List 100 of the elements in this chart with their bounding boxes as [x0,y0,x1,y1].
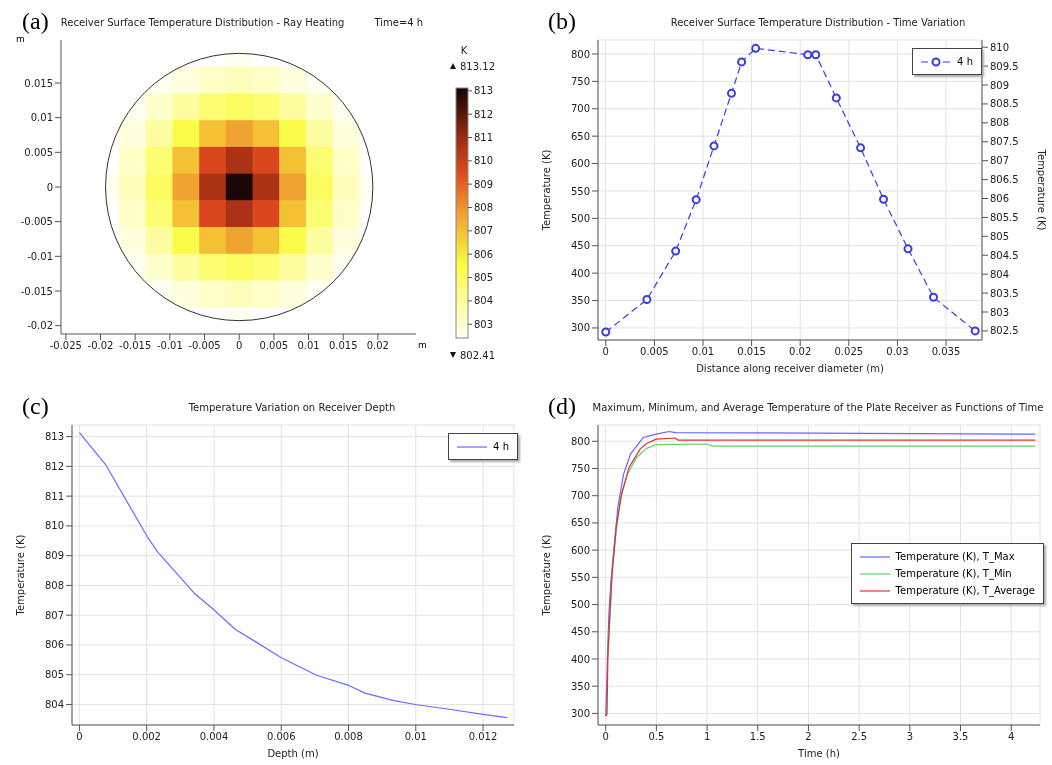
x-tick-label: 0.025 [834,346,864,358]
text: (c) [22,393,49,420]
x-axis-title: Distance along receiver diameter (m) [696,363,884,374]
y-tick-label: 600 [570,544,590,556]
y2-tick-label: 807.5 [990,136,1019,148]
color-bar-label: 811 [474,131,494,143]
y-tick-label: 700 [570,103,590,115]
color-bar-label: 805 [474,272,494,284]
y-tick-label: -0.005 [20,216,53,228]
y-tick-label: 450 [570,626,590,638]
y-tick-label: 812 [44,460,64,472]
text: 813.12 [460,61,495,72]
color-bar-label: 806 [474,248,494,260]
x-tick-label: 0.02 [366,340,389,352]
x-tick-label: 0.004 [199,731,229,743]
x-tick-label: -0.01 [156,340,183,352]
x-tick-label: 0 [236,340,243,352]
y2-tick-label: 805.5 [990,211,1019,223]
color-bar-label: 807 [474,225,494,237]
y2-tick-label: 807 [990,155,1010,167]
y-axis-title: m [16,34,25,44]
y-tick-label: -0.02 [27,320,53,332]
point [970,326,980,336]
y-tick-label: 550 [570,571,590,583]
y-tick-label: 800 [570,435,590,447]
x-tick-label: 1 [703,731,711,743]
x-axis-title: m [418,339,427,350]
chart-title: Receiver Surface Temperature Distribution - Time Variation [669,17,967,28]
y2-tick-label: 809 [990,79,1010,91]
y-tick-label: 810 [44,520,64,532]
y-axis-title: Temperature (K) [540,149,552,232]
x-tick-label: -0.005 [188,340,221,352]
y-tick-label: 650 [570,130,590,142]
x-tick-label: 0 [602,731,609,743]
y-tick-label: -0.01 [27,250,53,262]
color-bar-label: 803 [474,318,494,330]
x-tick-label: 0.03 [886,346,909,358]
x-tick-label: -0.015 [119,340,152,352]
x-tick-label: 2 [805,731,812,743]
y-tick-label: 811 [44,490,64,502]
x-axis-title: Depth (m) [267,748,319,759]
color-bar-label: 813 [474,85,494,97]
y-tick-label: 300 [570,322,590,334]
y-tick-label: 0.005 [24,146,53,158]
legend-label: Temperature (K), T_Min [895,567,1012,582]
legend-label: 4 h [493,440,509,454]
chart-title: Maximum, Minimum, and Average Temperature of the Plate Receiver as Functions of Time [591,402,1045,413]
point [642,295,652,305]
y-tick-label: 750 [570,463,590,475]
y-tick-label: 500 [570,212,590,224]
y-tick-label: 350 [570,680,590,692]
y-tick-label: 300 [570,707,590,719]
y-tick-label: 0.015 [24,77,53,89]
x-axis-title: Time (h) [797,748,840,759]
color-bar-label: 808 [474,202,494,214]
y-tick-label: 700 [570,490,590,502]
y2-tick-label: 810 [990,41,1010,53]
x-tick-label: 4 [1008,731,1015,743]
y-tick-label: 350 [570,295,590,307]
y-tick-label: 0 [46,181,53,193]
text: 802.41 [460,350,495,361]
text: (a) [22,8,49,35]
point [831,93,841,103]
text: (b) [548,8,576,35]
color-bar-title: K [460,45,468,56]
x-tick-label: 0.035 [931,346,961,358]
y2-tick-label: 808.5 [990,98,1019,110]
y-tick-label: 600 [570,158,590,170]
point [903,244,913,254]
point [856,143,866,153]
y-tick-label: 807 [44,609,64,621]
y2-tick-label: 805 [990,230,1010,242]
point [751,43,761,53]
y2-tick-label: 804 [990,268,1010,280]
x-tick-label: 3.5 [952,731,969,743]
point [671,246,681,256]
point [726,88,736,98]
text: Time=4 h [374,17,424,28]
y-tick-label: 809 [44,550,64,562]
x-tick-label: 0.02 [789,346,812,358]
y-tick-label: 0.01 [30,112,53,124]
x-tick-label: 2.5 [851,731,868,743]
color-bar-label: 810 [474,155,494,167]
y-tick-label: 813 [44,431,64,443]
point [709,141,719,151]
y-tick-label: 650 [570,517,590,529]
y2-tick-label: 804.5 [990,249,1019,261]
y-tick-label: 800 [570,48,590,60]
x-tick-label: 3 [906,731,914,743]
x-tick-label: 0 [76,731,83,743]
y-tick-label: -0.015 [20,285,53,297]
y2-tick-label: 803.5 [990,287,1019,299]
y-tick-label: 804 [44,699,64,711]
x-tick-label: 0.5 [648,731,665,743]
y2-tick-label: 806.5 [990,174,1019,186]
legend-label: Temperature (K), T_Average [895,584,1035,599]
legend-label: Temperature (K), T_Max [895,550,1015,565]
x-tick-label: 0.01 [691,346,715,358]
x-tick-label: 0.005 [259,340,289,352]
x-tick-label: 0.015 [328,340,358,352]
